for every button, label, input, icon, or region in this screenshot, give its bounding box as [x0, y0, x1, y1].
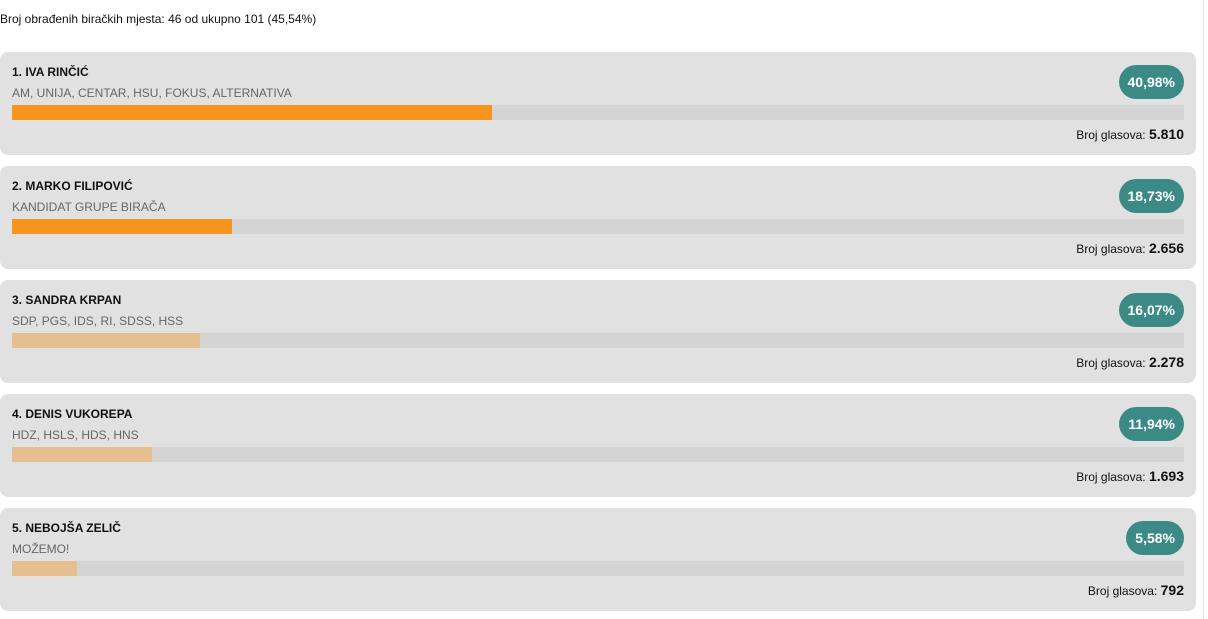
vote-count: Broj glasova: 792	[1088, 582, 1184, 598]
vote-bar-track	[12, 105, 1184, 120]
votes-label: Broj glasova:	[1076, 242, 1146, 256]
vote-bar-track	[12, 447, 1184, 462]
candidate-parties: AM, UNIJA, CENTAR, HSU, FOKUS, ALTERNATI…	[12, 86, 292, 100]
candidate-parties: SDP, PGS, IDS, RI, SDSS, HSS	[12, 314, 184, 328]
vote-count: Broj glasova: 5.810	[1076, 126, 1184, 142]
candidate-card: 2. MARKO FILIPOVIĆ KANDIDAT GRUPE BIRAČA…	[0, 166, 1196, 269]
vote-bar-fill	[12, 333, 201, 348]
processed-stations-summary: Broj obrađenih biračkih mjesta: 46 od uk…	[0, 12, 317, 26]
candidate-name: 4. DENIS VUKOREPA	[12, 407, 133, 421]
vote-bar-fill	[12, 219, 232, 234]
candidate-name: 3. SANDRA KRPAN	[12, 293, 122, 307]
candidate-name: 2. MARKO FILIPOVIĆ	[12, 179, 133, 193]
vote-bar-track	[12, 561, 1184, 576]
votes-value: 1.693	[1148, 468, 1184, 484]
vote-bar-track	[12, 219, 1184, 234]
votes-label: Broj glasova:	[1076, 128, 1146, 142]
percent-badge: 5,58%	[1126, 521, 1184, 555]
votes-label: Broj glasova:	[1076, 470, 1146, 484]
percent-badge: 16,07%	[1118, 293, 1184, 327]
votes-value: 2.278	[1148, 354, 1184, 370]
vote-bar-fill	[12, 447, 152, 462]
candidate-parties: HDZ, HSLS, HDS, HNS	[12, 428, 139, 442]
candidate-parties: KANDIDAT GRUPE BIRAČA	[12, 200, 166, 214]
percent-badge: 11,94%	[1119, 407, 1184, 441]
votes-label: Broj glasova:	[1087, 584, 1158, 598]
votes-label: Broj glasova:	[1076, 356, 1146, 370]
percent-badge: 40,98%	[1118, 65, 1184, 99]
candidate-parties: MOŽEMO!	[12, 542, 70, 556]
vote-count: Broj glasova: 2.656	[1076, 240, 1184, 256]
candidate-card: 5. NEBOJŠA ZELIČ MOŽEMO! 5,58% Broj glas…	[0, 508, 1196, 611]
vote-bar-fill	[12, 561, 78, 576]
candidate-card: 1. IVA RINČIĆ AM, UNIJA, CENTAR, HSU, FO…	[0, 52, 1196, 155]
candidate-card: 4. DENIS VUKOREPA HDZ, HSLS, HDS, HNS 11…	[0, 394, 1196, 497]
candidate-name: 1. IVA RINČIĆ	[12, 65, 89, 79]
vote-count: Broj glasova: 1.693	[1076, 468, 1184, 484]
scrollbar-track[interactable]	[1203, 0, 1204, 619]
votes-value: 2.656	[1148, 240, 1184, 256]
candidate-card: 3. SANDRA KRPAN SDP, PGS, IDS, RI, SDSS,…	[0, 280, 1196, 383]
votes-value: 792	[1160, 582, 1184, 598]
candidate-name: 5. NEBOJŠA ZELIČ	[12, 521, 121, 535]
vote-bar-track	[12, 333, 1184, 348]
percent-badge: 18,73%	[1118, 179, 1184, 213]
votes-value: 5.810	[1148, 126, 1184, 142]
vote-count: Broj glasova: 2.278	[1076, 354, 1184, 370]
vote-bar-fill	[12, 105, 493, 120]
